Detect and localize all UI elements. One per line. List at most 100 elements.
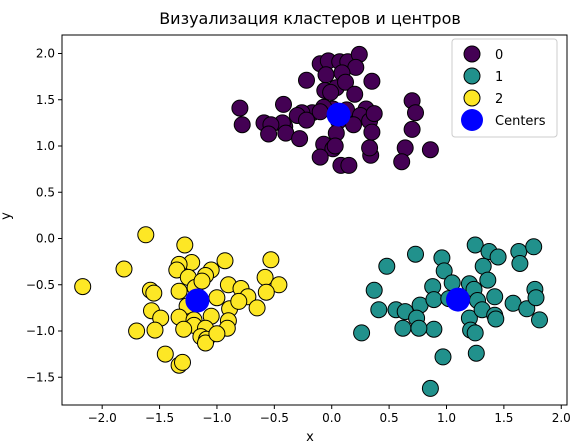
center-point (326, 102, 351, 127)
point-cluster-1 (525, 238, 543, 256)
point-cluster-0 (421, 141, 439, 159)
point-cluster-2 (208, 325, 226, 343)
y-tick-label: −1.0 (26, 324, 55, 338)
point-cluster-2 (208, 289, 226, 307)
point-cluster-2 (156, 345, 174, 363)
legend-marker-1 (463, 67, 481, 85)
point-cluster-1 (487, 310, 505, 328)
legend-label: 1 (495, 70, 503, 85)
center-point (185, 288, 210, 313)
point-cluster-0 (346, 85, 364, 103)
point-cluster-0 (275, 95, 292, 113)
point-cluster-1 (518, 300, 536, 318)
point-cluster-2 (174, 353, 191, 371)
point-cluster-0 (345, 116, 362, 134)
x-axis-label: x (306, 430, 314, 444)
point-cluster-0 (340, 156, 358, 174)
point-cluster-2 (216, 252, 234, 270)
point-cluster-2 (170, 282, 188, 300)
y-tick-label: 0.0 (36, 232, 55, 246)
legend: 0 1 2 Centers (451, 38, 558, 138)
point-cluster-0 (317, 66, 335, 84)
point-cluster-0 (337, 73, 354, 91)
point-cluster-1 (489, 248, 507, 266)
x-tick-label: 0.5 (380, 411, 399, 425)
legend-marker-2 (463, 89, 481, 107)
point-cluster-0 (260, 125, 278, 143)
point-cluster-2 (270, 276, 288, 294)
y-axis: −1.5 −1.0 −0.5 0.0 0.5 1.0 1.5 2.0 (26, 47, 62, 384)
point-cluster-2 (74, 278, 92, 296)
point-cluster-1 (466, 324, 484, 342)
center-point (446, 287, 470, 312)
point-cluster-1 (378, 257, 396, 275)
plot-frame (61, 34, 568, 406)
point-cluster-1 (486, 288, 504, 306)
point-cluster-2 (146, 321, 164, 339)
point-cluster-2 (115, 260, 133, 278)
point-cluster-1 (434, 348, 452, 366)
x-tick-label: −1.0 (202, 411, 231, 425)
point-cluster-0 (233, 116, 251, 134)
point-cluster-2 (262, 251, 280, 269)
point-cluster-1 (425, 291, 443, 309)
point-cluster-1 (531, 311, 548, 329)
y-tick-label: −0.5 (26, 278, 55, 292)
y-tick-label: −1.5 (26, 370, 55, 384)
y-tick-label: 1.5 (36, 93, 55, 107)
point-cluster-2 (145, 284, 163, 302)
point-cluster-2 (128, 322, 146, 340)
point-cluster-2 (193, 272, 211, 290)
y-tick-label: 1.0 (36, 139, 55, 153)
y-axis-label: y (0, 212, 14, 220)
point-cluster-0 (231, 99, 249, 117)
point-cluster-2 (257, 283, 275, 301)
x-tick-label: −1.5 (145, 411, 174, 425)
point-cluster-1 (410, 319, 428, 337)
x-tick-label: 1.5 (494, 411, 513, 425)
point-cluster-1 (511, 255, 529, 272)
legend-marker-0 (463, 45, 481, 63)
centers-layer (185, 102, 470, 313)
point-cluster-0 (393, 153, 411, 171)
point-cluster-2 (230, 292, 248, 310)
point-cluster-0 (291, 130, 309, 148)
point-cluster-1 (466, 236, 484, 254)
x-tick-label: 0.0 (322, 411, 341, 425)
point-cluster-1 (394, 319, 412, 337)
point-cluster-0 (361, 139, 379, 157)
points-layer (74, 45, 548, 397)
x-tick-label: −0.5 (260, 411, 289, 425)
point-cluster-1 (479, 271, 497, 289)
point-cluster-0 (298, 111, 315, 129)
y-tick-label: 2.0 (36, 47, 55, 61)
point-cluster-0 (311, 148, 329, 166)
y-tick-label: 0.5 (36, 185, 55, 199)
point-cluster-0 (363, 123, 381, 141)
x-tick-label: 2.0 (552, 411, 571, 425)
point-cluster-1 (407, 245, 424, 263)
point-cluster-1 (365, 281, 383, 299)
point-cluster-2 (197, 334, 214, 352)
point-cluster-1 (421, 379, 439, 397)
legend-marker-centers (461, 109, 483, 131)
point-cluster-1 (425, 320, 443, 338)
point-cluster-0 (365, 105, 383, 123)
x-axis: −2.0 −1.5 −1.0 −0.5 0.0 0.5 1.0 1.5 2.0 (88, 405, 571, 425)
point-cluster-2 (248, 299, 266, 317)
point-cluster-0 (363, 72, 381, 90)
legend-label: Centers (495, 114, 546, 129)
x-tick-label: −2.0 (88, 411, 117, 425)
chart-title: Визуализация кластеров и центров (159, 9, 461, 28)
point-cluster-1 (527, 289, 545, 307)
point-cluster-0 (326, 137, 344, 155)
point-cluster-1 (370, 301, 388, 319)
x-tick-label: 1.0 (437, 411, 456, 425)
point-cluster-2 (175, 320, 193, 338)
point-cluster-0 (298, 71, 315, 89)
point-cluster-0 (311, 103, 329, 121)
legend-label: 0 (495, 48, 503, 63)
point-cluster-1 (353, 324, 371, 342)
point-cluster-1 (467, 344, 485, 362)
